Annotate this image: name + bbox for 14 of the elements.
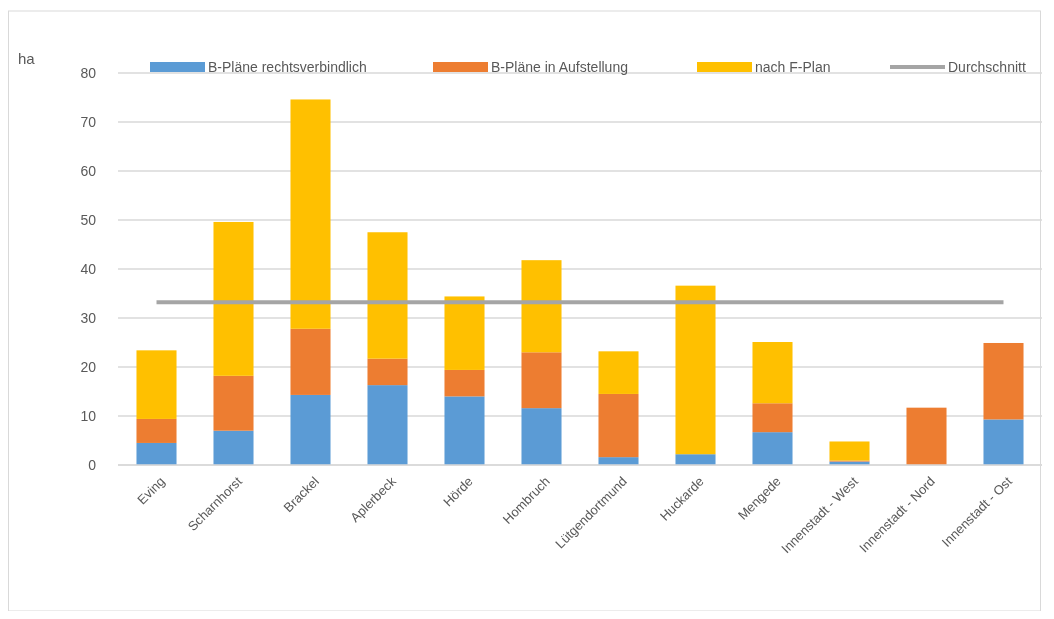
y-tick-label: 20 — [80, 358, 97, 375]
y-tick-label: 60 — [80, 162, 97, 179]
legend-label: nach F-Plan — [755, 58, 831, 75]
legend-label: B-Pläne rechtsverbindlich — [208, 58, 367, 75]
y-tick-label: 10 — [80, 407, 97, 424]
y-axis-title: ha — [18, 50, 36, 67]
y-tick-label: 80 — [80, 64, 97, 81]
y-tick-label: 30 — [80, 309, 97, 326]
legend-label: B-Pläne in Aufstellung — [491, 58, 628, 75]
y-tick-label: 0 — [88, 456, 97, 473]
legend-label: Durchschnitt — [948, 58, 1026, 75]
y-tick-label: 40 — [80, 260, 97, 277]
y-tick-label: 70 — [80, 113, 97, 130]
y-tick-label: 50 — [80, 211, 97, 228]
